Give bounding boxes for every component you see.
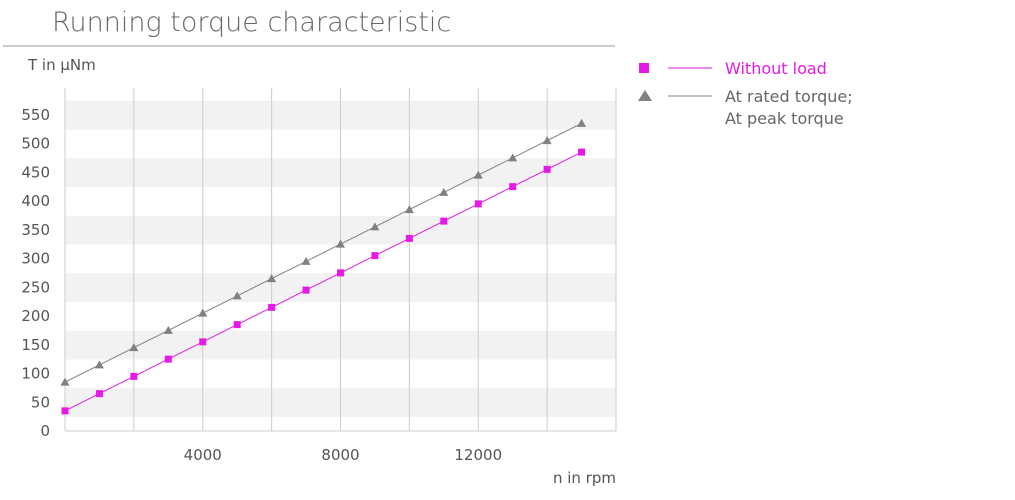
data-point [404, 205, 414, 214]
x-tick-label: 4000 [184, 446, 222, 464]
y-tick-labels: 0 50 100 150 200 250 300 350 400 450 500 550 [21, 106, 50, 440]
y-tick-label: 450 [21, 163, 50, 181]
data-point [509, 183, 517, 191]
data-point [405, 234, 413, 242]
series-group [60, 118, 587, 415]
legend-label: At peak torque [725, 109, 844, 128]
chart-title: Running torque characteristic [52, 7, 451, 38]
series-line [64, 122, 582, 383]
vertical-gridlines [64, 88, 617, 431]
y-tick-label: 500 [21, 135, 50, 153]
data-point [474, 200, 482, 208]
data-point [301, 256, 311, 265]
data-point [371, 252, 379, 260]
data-point [60, 377, 70, 386]
data-point [130, 372, 138, 380]
y-tick-label: 300 [21, 250, 50, 268]
legend-label: Without load [725, 59, 827, 78]
legend-item-2: At rated torque; At peak torque [638, 87, 853, 128]
data-point [232, 291, 242, 300]
x-tick-label: 12000 [454, 446, 502, 464]
y-tick-label: 250 [21, 278, 50, 296]
series-line [64, 151, 582, 412]
y-tick-label: 200 [21, 307, 50, 325]
data-point [337, 269, 344, 277]
data-point [233, 321, 241, 329]
data-point [302, 286, 310, 294]
data-point [542, 136, 552, 145]
legend-item-1: Without load [639, 59, 827, 78]
y-tick-label: 550 [21, 106, 50, 124]
data-point [508, 153, 518, 162]
y-tick-label: 150 [21, 336, 50, 354]
x-tick-label: 8000 [321, 446, 359, 464]
y-tick-label: 100 [21, 365, 50, 383]
data-point [267, 274, 277, 283]
y-tick-label: 0 [40, 422, 50, 440]
data-point [164, 355, 172, 363]
data-point [473, 170, 483, 179]
data-point [199, 338, 207, 346]
series-2 [60, 118, 587, 386]
legend: Without load At rated torque; At peak torq… [638, 59, 853, 128]
data-point [94, 360, 104, 369]
data-point [95, 390, 103, 398]
y-tick-label: 50 [31, 393, 50, 411]
y-axis-label: T in µNm [27, 56, 96, 74]
x-axis-label: n in rpm [553, 469, 616, 487]
data-point [440, 217, 448, 225]
data-point [543, 165, 551, 173]
data-point [578, 148, 586, 156]
y-tick-label: 350 [21, 221, 50, 239]
legend-label: At rated torque; [725, 87, 853, 106]
series-1 [61, 148, 586, 415]
data-point [129, 343, 139, 352]
data-point [268, 303, 276, 311]
legend-marker-square [639, 63, 649, 73]
data-point [198, 308, 208, 317]
data-point [370, 222, 380, 231]
data-point [163, 325, 173, 334]
data-point [439, 187, 449, 196]
data-point [61, 407, 69, 415]
legend-marker-triangle [638, 90, 652, 101]
data-point [336, 239, 345, 248]
x-tick-labels: 4000 8000 12000 [184, 446, 502, 464]
y-tick-label: 400 [21, 192, 50, 210]
data-point [577, 118, 587, 127]
